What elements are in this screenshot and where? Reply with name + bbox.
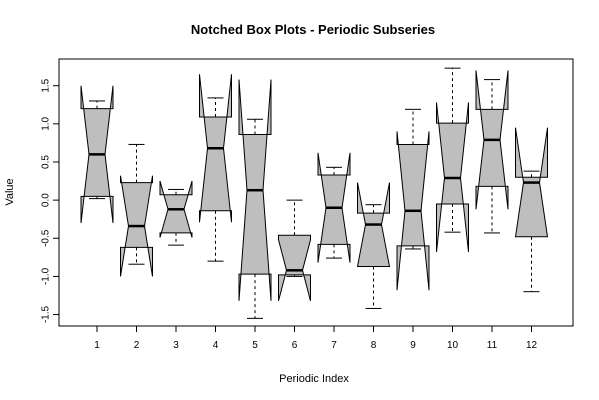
x-tick-label: 1	[94, 340, 100, 351]
y-axis-label: Value	[4, 178, 16, 205]
plot-frame	[58, 58, 574, 327]
x-tick-label: 5	[252, 340, 258, 351]
y-tick-label: -1.5	[41, 306, 52, 324]
chart-title: Notched Box Plots - Periodic Subseries	[191, 22, 435, 37]
x-tick-label: 8	[371, 340, 377, 351]
x-tick-label: 6	[292, 340, 298, 351]
y-tick-label: 0.0	[41, 193, 52, 207]
x-tick-label: 2	[134, 340, 140, 351]
x-tick-label: 10	[447, 340, 459, 351]
plot-area: -1.5-1.0-0.50.00.51.01.51 2 3 4 5 6 7 8 9 10 11 12	[41, 58, 574, 351]
y-tick-label: 1.0	[41, 116, 52, 130]
y-tick-label: 1.5	[41, 78, 52, 92]
x-tick-label: 12	[526, 340, 538, 351]
y-tick-label: 0.5	[41, 155, 52, 169]
x-tick-label: 3	[173, 340, 179, 351]
x-tick-label: 11	[487, 340, 498, 351]
notched-box	[278, 234, 311, 301]
x-tick-label: 9	[410, 340, 416, 351]
y-tick-label: -1.0	[41, 267, 52, 285]
x-tick-label: 4	[213, 340, 219, 351]
x-axis-label: Periodic Index	[279, 373, 349, 385]
y-tick-label: -0.5	[41, 229, 52, 247]
x-tick-label: 7	[331, 340, 337, 351]
